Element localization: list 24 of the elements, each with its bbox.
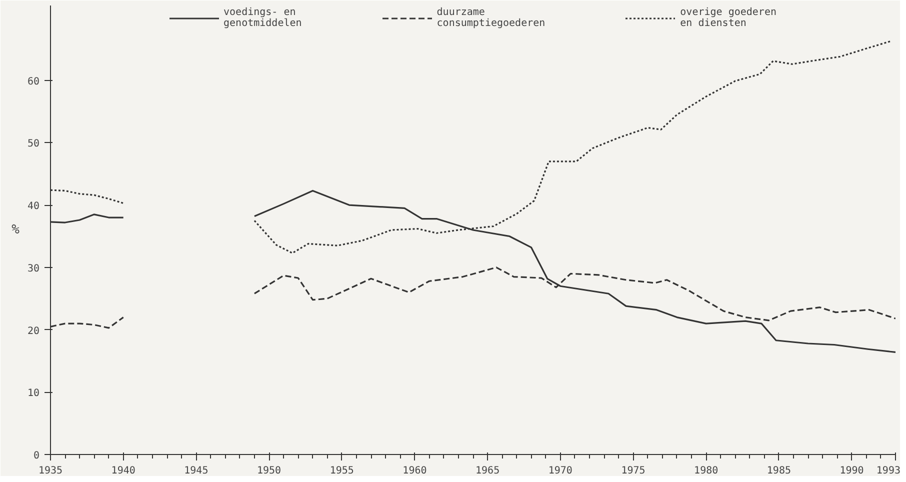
x-tick-label: 1990 (840, 466, 864, 476)
x-tick-label: 1960 (402, 466, 427, 476)
y-axis-title: % (12, 222, 20, 238)
legend-label: voedings- en genotmiddelen (224, 7, 302, 29)
x-tick-label: 1945 (184, 466, 208, 476)
x-tick-label: 1975 (621, 466, 646, 476)
x-tick-label: 1970 (548, 466, 572, 476)
y-tick-label: 40 (27, 201, 40, 212)
y-tick-label: 10 (27, 388, 40, 400)
x-tick-label: 1965 (476, 466, 500, 476)
x-tick-label: 1940 (111, 466, 136, 476)
x-tick-label: 1955 (330, 466, 354, 476)
y-tick-label: 60 (27, 76, 40, 88)
legend-label: overige goederen en diensten (680, 7, 776, 29)
x-tick-label: 1950 (256, 466, 282, 476)
x-tick-label: 1980 (694, 466, 718, 476)
x-tick-label: 1935 (38, 466, 63, 476)
legend-label: duurzame consumptiegoederen (436, 7, 546, 29)
y-tick-label: 30 (27, 263, 40, 274)
y-tick-label: 20 (27, 326, 40, 337)
x-tick-label: 1993 (876, 466, 901, 476)
x-tick-label: 1985 (766, 466, 791, 476)
y-tick-label: 50 (27, 138, 40, 150)
y-tick-label: 0 (33, 450, 40, 462)
